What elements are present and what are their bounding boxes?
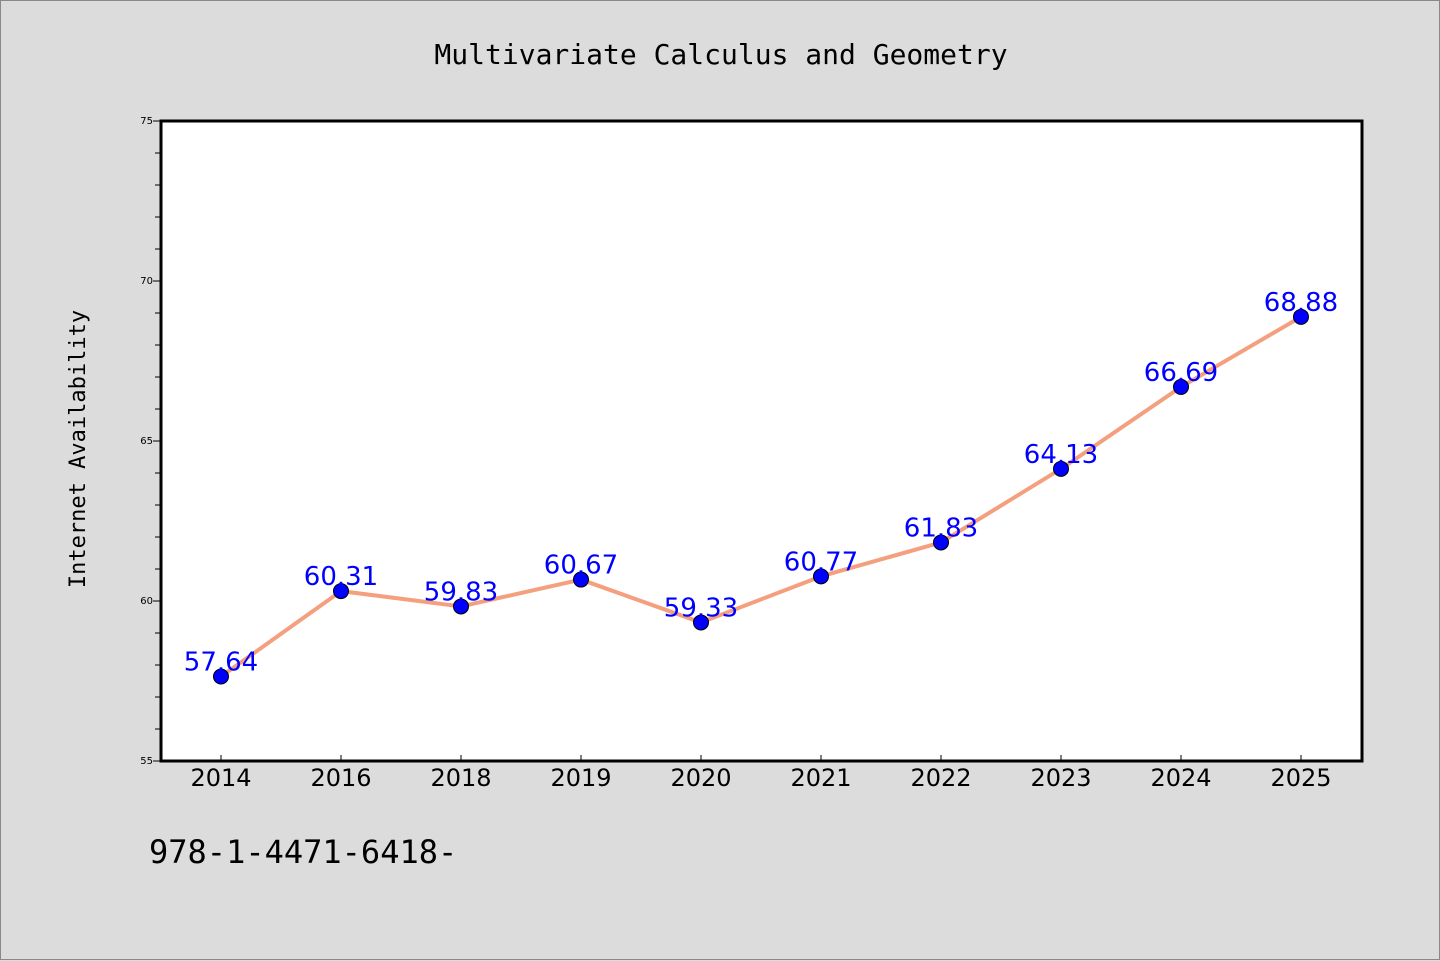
- data-label: 60.67: [544, 551, 618, 581]
- data-label: 61.83: [904, 513, 978, 543]
- data-point: [1293, 308, 1309, 325]
- data-label: 60.77: [784, 547, 858, 577]
- x-tick-label: 2024: [1150, 764, 1211, 792]
- data-point: [573, 571, 589, 588]
- y-tick-label: 75: [140, 116, 153, 127]
- data-point: [213, 668, 229, 685]
- data-point: [813, 568, 829, 585]
- x-tick-label: 2022: [910, 764, 971, 792]
- x-tick-label: 2020: [670, 764, 731, 792]
- x-tick-label: 2025: [1270, 764, 1331, 792]
- x-tick-label: 2016: [310, 764, 371, 792]
- data-point: [693, 614, 709, 631]
- x-tick-label: 2023: [1030, 764, 1091, 792]
- data-label: 64.13: [1024, 440, 1098, 470]
- y-tick-label: 65: [140, 436, 153, 447]
- isbn-text: 978-1-4471-6418-: [149, 833, 458, 871]
- y-axis: 55 60 65 70 75: [140, 116, 161, 767]
- y-tick-label: 70: [140, 276, 153, 287]
- y-tick-label: 60: [140, 596, 153, 607]
- x-tick-label: 2014: [190, 764, 251, 792]
- y-tick-label: 55: [140, 756, 153, 767]
- data-point: [1173, 378, 1189, 395]
- data-label: 59.33: [664, 593, 738, 623]
- x-axis: 2014 2016 2018 2019 2020 2021 2022 2023 2024 2025: [190, 755, 1332, 792]
- data-point: [1053, 460, 1069, 477]
- data-label: 59.83: [424, 577, 498, 607]
- series-line: [219, 315, 1303, 679]
- data-label: 57.64: [184, 648, 258, 678]
- data-label: 60.31: [304, 562, 378, 592]
- y-axis-label: Internet Availability: [66, 310, 91, 588]
- data-label: 68.88: [1264, 288, 1338, 318]
- x-tick-label: 2019: [550, 764, 611, 792]
- x-tick-label: 2021: [790, 764, 851, 792]
- data-label: 66.69: [1144, 358, 1218, 388]
- x-tick-label: 2018: [430, 764, 491, 792]
- data-point: [453, 598, 469, 615]
- data-point: [933, 534, 949, 551]
- data-point: [333, 583, 349, 600]
- chart-title: Multivariate Calculus and Geometry: [434, 38, 1007, 71]
- plot-area: [159, 119, 1364, 763]
- series-layer: 57.64 60.31 59.83 60.67 59.33 60.77 61.83 64.13…: [184, 288, 1338, 685]
